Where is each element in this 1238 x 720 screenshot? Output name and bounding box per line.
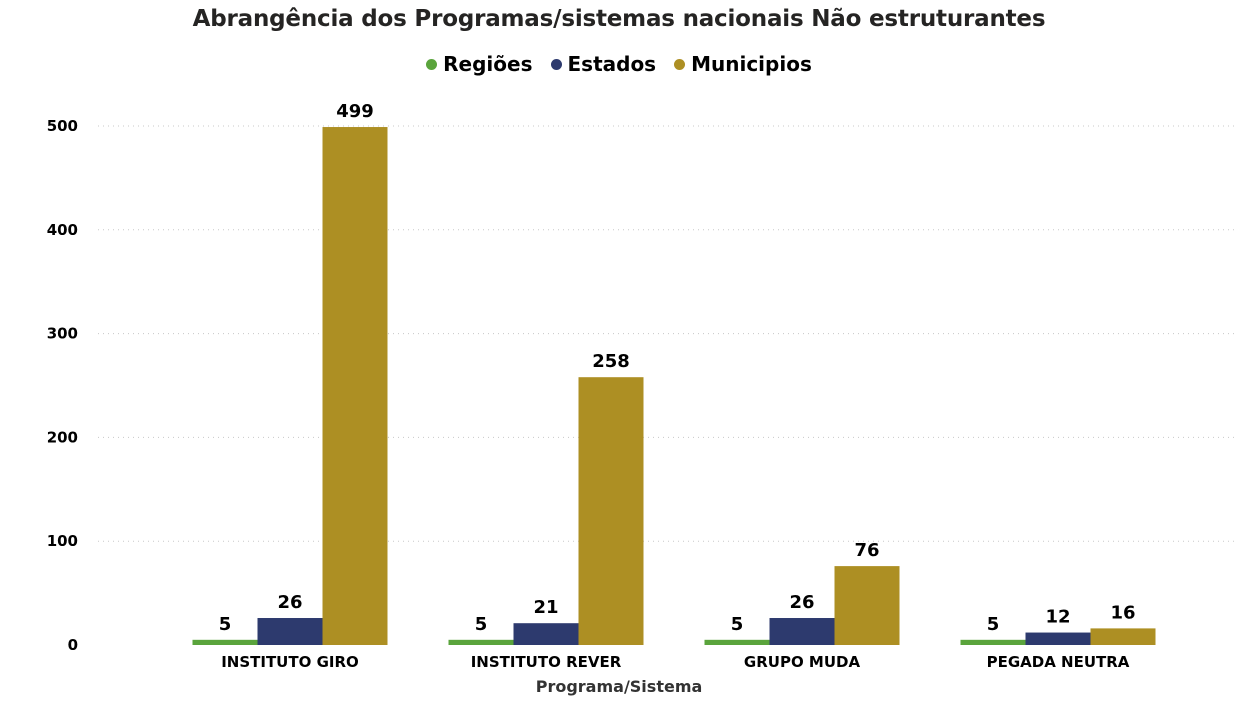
data-label-regiões-1: 5 (219, 614, 232, 635)
legend-marker-estados (550, 58, 562, 70)
legend-label-municipios: Municipios (691, 52, 812, 76)
legend-item-estados[interactable]: Estados (550, 52, 657, 76)
legend-marker-regioes (426, 58, 438, 70)
data-label-municipios-2: 258 (592, 351, 630, 372)
bar-regiões-2 (448, 639, 514, 645)
y-tick-label-500: 500 (47, 117, 78, 135)
data-label-regiões-3: 5 (731, 614, 744, 635)
data-label-estados-1: 26 (277, 592, 302, 613)
bar-estados-2 (513, 623, 579, 645)
bar-regiões-3 (704, 639, 770, 645)
chart-legend: Regiões Estados Municipios (0, 52, 1238, 76)
x-axis-title: Programa/Sistema (535, 677, 703, 696)
data-label-regiões-4: 5 (987, 614, 1000, 635)
bar-estados-4 (1025, 632, 1091, 645)
y-tick-label-400: 400 (47, 221, 78, 239)
bar-regiões-1 (192, 639, 258, 645)
legend-marker-municipios (674, 58, 686, 70)
bar-estados-1 (257, 618, 323, 645)
chart-title: Abrangência dos Programas/sistemas nacio… (192, 6, 1046, 32)
data-label-municipios-3: 76 (854, 540, 879, 561)
bar-municipios-2 (578, 377, 644, 645)
x-tick-label-4: PEGADA NEUTRA (987, 653, 1130, 671)
y-tick-label-0: 0 (68, 636, 78, 654)
bar-municipios-1 (322, 127, 388, 645)
x-tick-label-2: INSTITUTO REVER (471, 653, 622, 671)
legend-item-regioes[interactable]: Regiões (426, 52, 533, 76)
data-label-regiões-2: 5 (475, 614, 488, 635)
legend-item-municipios[interactable]: Municipios (674, 52, 812, 76)
bar-municipios-3 (834, 566, 900, 645)
bar-regiões-4 (960, 639, 1026, 645)
legend-label-estados: Estados (567, 52, 657, 76)
data-label-municipios-1: 499 (336, 101, 374, 122)
data-label-estados-3: 26 (789, 592, 814, 613)
bar-estados-3 (769, 618, 835, 645)
data-label-municipios-4: 16 (1110, 602, 1135, 623)
bar-municipios-4 (1090, 628, 1156, 645)
y-tick-label-100: 100 (47, 532, 78, 550)
legend-label-regioes: Regiões (443, 52, 533, 76)
x-tick-label-3: GRUPO MUDA (744, 653, 861, 671)
data-label-estados-4: 12 (1045, 607, 1070, 628)
x-tick-label-1: INSTITUTO GIRO (221, 653, 359, 671)
y-tick-label-300: 300 (47, 325, 78, 343)
data-label-estados-2: 21 (533, 597, 558, 618)
y-tick-label-200: 200 (47, 428, 78, 446)
